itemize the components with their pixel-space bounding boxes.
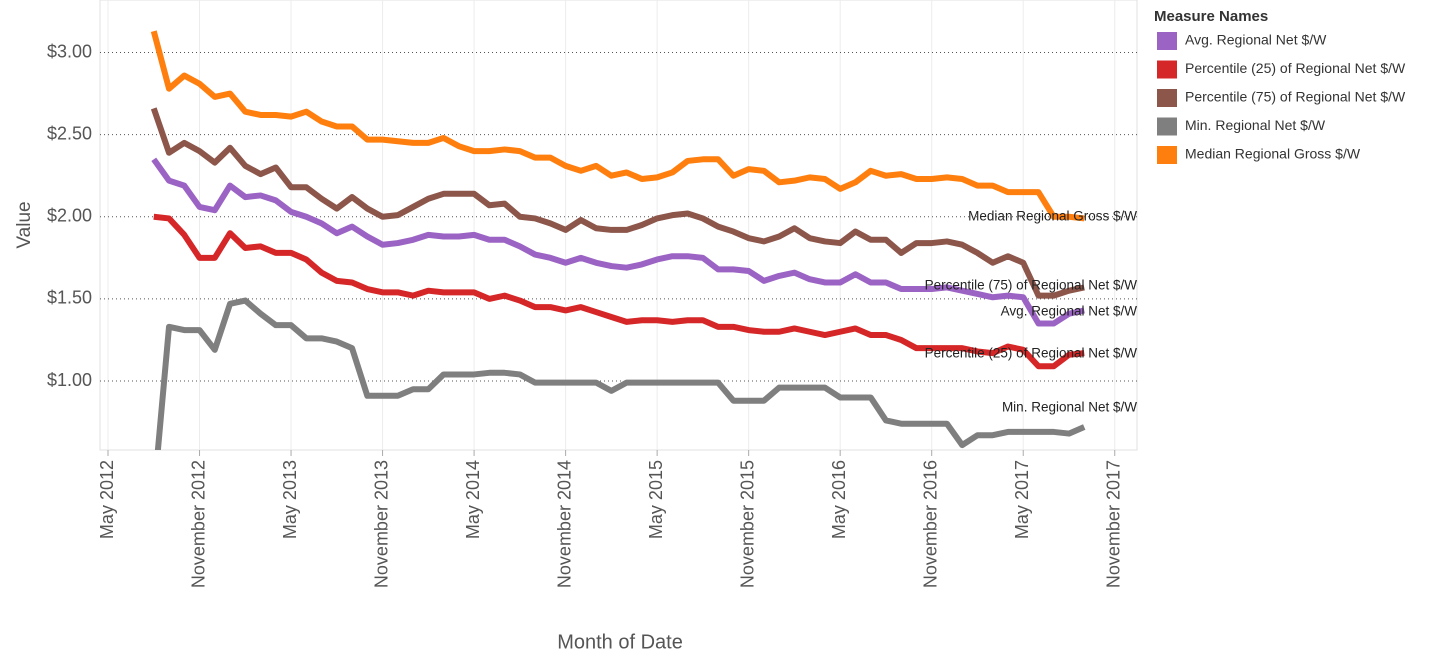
legend-label: Min. Regional Net $/W [1185, 117, 1326, 133]
legend-title: Measure Names [1154, 8, 1268, 25]
series-line [150, 30, 1085, 222]
x-tick-label: May 2016 [829, 460, 849, 539]
legend-label: Avg. Regional Net $/W [1185, 32, 1327, 48]
x-tick-label: May 2015 [646, 460, 666, 539]
x-tick-label: November 2016 [920, 460, 940, 588]
legend-swatch [1157, 146, 1177, 164]
y-tick-label: $1.00 [47, 370, 92, 390]
line-end-label: Avg. Regional Net $/W [1001, 304, 1138, 319]
legend-swatch [1157, 117, 1177, 136]
x-tick-label: May 2012 [97, 460, 117, 539]
y-tick-label: $2.00 [47, 206, 92, 226]
y-axis-title: Value [14, 201, 35, 248]
series-line [154, 297, 1086, 450]
labels: Avg. Regional Net $/W Avg. Regional Net $… [925, 32, 1406, 415]
line-end-label: Min. Regional Net $/W [1002, 400, 1137, 415]
x-tick-label: November 2015 [737, 460, 757, 588]
legend-label: Percentile (75) of Regional Net $/W [1185, 89, 1406, 105]
legend-label: Percentile (25) of Regional Net $/W [1185, 60, 1406, 76]
line-end-label: Percentile (25) of Regional Net $/W [925, 346, 1138, 361]
legend-swatch [1157, 60, 1177, 79]
grid: May 2012 November 2012 May 2013 November 20… [47, 0, 1137, 588]
y-tick-label: $2.50 [47, 123, 92, 143]
x-tick-label: November 2012 [188, 460, 208, 588]
x-tick-label: May 2017 [1012, 460, 1032, 539]
series-line [151, 157, 1085, 327]
series-line [153, 213, 1085, 370]
plot-frame [99, 0, 1138, 451]
line-end-label: Median Regional Gross $/W [968, 209, 1137, 224]
x-tick-label: November 2013 [371, 460, 391, 588]
line-end-label: Percentile (75) of Regional Net $/W [925, 278, 1138, 293]
series-line [150, 107, 1085, 299]
legend-swatch [1157, 89, 1177, 107]
x-axis-title: Month of Date [557, 631, 683, 653]
x-tick-label: May 2014 [463, 460, 483, 539]
y-tick-label: $1.50 [47, 288, 92, 308]
lines [150, 30, 1086, 450]
x-tick-label: May 2013 [280, 460, 300, 539]
x-tick-label: November 2017 [1103, 460, 1123, 588]
y-tick-label: $3.00 [47, 41, 92, 61]
x-tick-label: November 2014 [554, 460, 574, 588]
legend-swatch [1157, 32, 1177, 50]
legend-label: Median Regional Gross $/W [1185, 146, 1361, 162]
